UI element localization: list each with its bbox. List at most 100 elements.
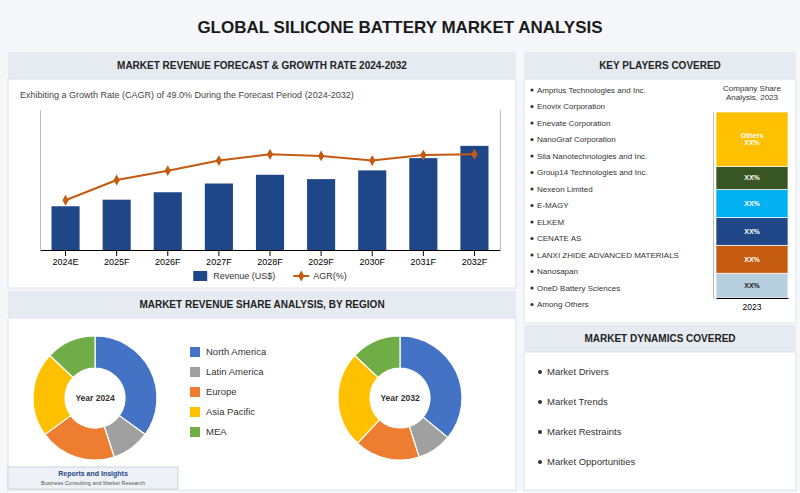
x-tick: 2025F xyxy=(104,250,130,267)
y-axis xyxy=(40,111,41,251)
bar xyxy=(358,170,386,250)
x-tick: 2030F xyxy=(359,250,385,267)
bar xyxy=(52,206,80,250)
legend-label: Revenue (US$) xyxy=(213,271,275,281)
data-label: XX% xyxy=(744,256,760,263)
list-item: Nexeon Limited xyxy=(537,185,593,194)
x-tick: 2032F xyxy=(462,250,488,267)
bullet xyxy=(530,154,533,157)
section-title: KEY PLAYERS COVERED xyxy=(599,60,721,71)
marker xyxy=(318,150,324,161)
bar-segment xyxy=(716,190,788,218)
bullet xyxy=(530,204,533,207)
bullet xyxy=(538,430,542,434)
logo-text: Reports and Insights xyxy=(58,470,128,478)
list-item: OneD Battery Sciences xyxy=(537,284,620,293)
section-header xyxy=(8,52,516,79)
bar-segment xyxy=(716,273,788,298)
data-label: XX% xyxy=(744,200,760,207)
legend-item: AGR(%) xyxy=(293,271,347,282)
list-item: E-MAGY xyxy=(537,201,569,210)
logo-box xyxy=(8,467,178,489)
x-tick-label: 2028F xyxy=(257,257,283,267)
list-item: LANXI ZHIDE ADVANCED MATERIALS xyxy=(537,251,679,260)
marker xyxy=(369,155,375,166)
bar-segment xyxy=(716,112,788,166)
x-tick-label: 2026F xyxy=(155,257,181,267)
list-item: Group14 Technologies and Inc. xyxy=(537,168,648,177)
donut-label: Year 2024 xyxy=(75,393,115,403)
bar xyxy=(460,146,488,250)
y-axis-line xyxy=(713,113,714,299)
list-item: Market Drivers xyxy=(547,366,609,377)
panel xyxy=(524,79,796,323)
bullet xyxy=(530,270,533,273)
x-tick-label: 2027F xyxy=(206,257,232,267)
donut-label: Year 2032 xyxy=(380,393,420,403)
legend-label: North America xyxy=(206,346,267,357)
legend-swatch xyxy=(190,387,200,397)
marker xyxy=(165,165,171,176)
bar-segment xyxy=(716,166,788,189)
x-tick-mark xyxy=(167,250,168,256)
donut-slice xyxy=(50,336,95,377)
logo-subtext: Business Consulting and Market Research xyxy=(41,480,145,486)
legend-label: MEA xyxy=(206,426,227,437)
x-tick: 2031F xyxy=(411,250,437,267)
bar xyxy=(256,175,284,250)
x-tick: 2027F xyxy=(206,250,232,267)
bullet xyxy=(538,400,542,404)
plot-area xyxy=(716,112,788,298)
section-title: MARKET REVENUE FORECAST & GROWTH RATE 20… xyxy=(117,60,407,71)
list-item: Enovix Corporation xyxy=(537,102,605,111)
bar-segment xyxy=(716,245,788,273)
section-header xyxy=(8,291,516,318)
bar xyxy=(307,179,335,250)
list-item: NanoGraf Corporation xyxy=(537,135,616,144)
x-tick: 2024E xyxy=(53,250,79,267)
legend-item: Revenue (US$) xyxy=(193,271,275,281)
x-tick-mark xyxy=(116,250,117,256)
x-axis: 2023 xyxy=(717,298,789,312)
list-item: Enevate Corporation xyxy=(537,119,610,128)
x-tick-label: 2031F xyxy=(411,257,437,267)
bullet xyxy=(530,220,533,223)
marker xyxy=(62,195,68,206)
bullet xyxy=(530,88,533,91)
y2-axis xyxy=(500,111,501,251)
bullet xyxy=(530,253,533,256)
x-tick-mark xyxy=(321,250,322,256)
legend-label: AGR(%) xyxy=(313,271,347,281)
data-labels: XX%XX%XX%XX%XX%OthersXX% xyxy=(741,132,764,289)
legend-marker xyxy=(298,271,304,282)
donut-slice xyxy=(95,336,157,434)
bullet xyxy=(530,171,533,174)
bullet xyxy=(530,187,533,190)
bar xyxy=(409,158,437,250)
list-item: Market Opportunities xyxy=(547,456,635,467)
list-item: Among Others xyxy=(537,300,589,309)
section-header xyxy=(524,52,796,79)
list: Market DriversMarket TrendsMarket Restra… xyxy=(538,366,635,467)
x-tick-mark xyxy=(270,250,271,256)
list-item: Sila Nanotechnologies and Inc. xyxy=(537,152,647,161)
data-label: XX% xyxy=(744,174,760,181)
x-tick-label: 2024E xyxy=(53,257,79,267)
legend-label: Latin America xyxy=(206,366,264,377)
legend-label: Asia Pacific xyxy=(206,406,255,417)
bullet xyxy=(530,121,533,124)
panel xyxy=(524,352,796,490)
donut: Year 2024 xyxy=(33,336,157,460)
data-label: OthersXX% xyxy=(741,132,764,147)
bullet xyxy=(530,237,533,240)
bullet xyxy=(530,105,533,108)
bullet xyxy=(530,138,533,141)
page-title: GLOBAL SILICONE BATTERY MARKET ANALYSIS xyxy=(197,18,602,37)
y2-axis-line xyxy=(500,111,501,251)
bullet xyxy=(538,460,542,464)
marker xyxy=(471,149,477,160)
chart-title: Company ShareAnalysis, 2023 xyxy=(723,84,781,102)
donut: Year 2032 xyxy=(338,336,462,460)
donut-slice xyxy=(355,336,400,377)
list-item: Market Trends xyxy=(547,396,608,407)
